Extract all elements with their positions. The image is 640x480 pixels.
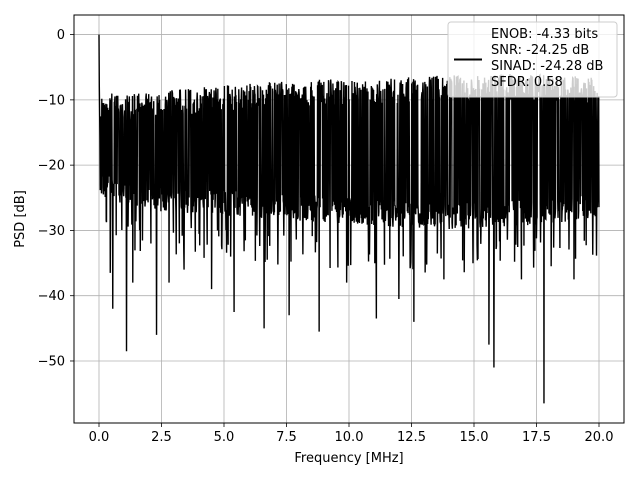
- legend-box: [447, 21, 618, 98]
- series-line-group: [98, 34, 600, 404]
- legend-line-enob: ENOB: -4.33 bits: [491, 27, 598, 42]
- x-tick-label: 2.5: [151, 430, 172, 445]
- psd-series-line: [98, 34, 600, 404]
- y-tick-label: −40: [38, 289, 65, 304]
- x-tick-label: 20.0: [585, 430, 614, 445]
- y-tick-label: 0: [57, 28, 65, 43]
- y-tick-label: −20: [38, 159, 65, 174]
- x-axis-ticks: 0.0 2.5 5.0 7.5 10.0 12.5 15.0 17.5 20.0: [89, 423, 614, 445]
- y-axis-ticks: 0 −10 −20 −30 −40 −50: [38, 28, 74, 369]
- x-tick-label: 7.5: [276, 430, 297, 445]
- y-tick-label: −50: [38, 354, 65, 369]
- x-tick-label: 15.0: [460, 430, 489, 445]
- x-tick-label: 0.0: [89, 430, 110, 445]
- legend-line-snr: SNR: -24.25 dB: [491, 43, 589, 58]
- x-tick-label: 12.5: [397, 430, 426, 445]
- x-tick-label: 17.5: [522, 430, 551, 445]
- legend: ENOB: -4.33 bits SNR: -24.25 dB SINAD: -…: [447, 21, 618, 98]
- y-tick-label: −10: [38, 93, 65, 108]
- x-tick-label: 5.0: [214, 430, 235, 445]
- x-axis-title: Frequency [MHz]: [294, 451, 403, 466]
- y-tick-label: −30: [38, 224, 65, 239]
- x-tick-label: 10.0: [335, 430, 364, 445]
- legend-line-sfdr: SFDR: 0.58: [491, 75, 563, 90]
- legend-line-sinad: SINAD: -24.28 dB: [491, 59, 603, 74]
- y-axis-title: PSD [dB]: [13, 190, 28, 248]
